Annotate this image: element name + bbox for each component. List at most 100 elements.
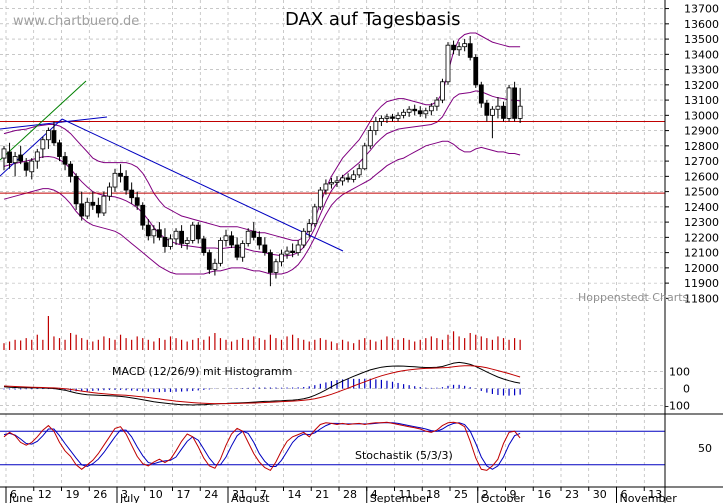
- candle-body: [323, 183, 329, 191]
- bollinger-bands: [3, 32, 521, 275]
- candle-body: [378, 117, 384, 122]
- candle-body: [229, 235, 234, 246]
- x-tick-label: 17: [177, 488, 191, 501]
- candle-body: [218, 240, 223, 264]
- bollinger-upper-line: [3, 32, 521, 241]
- candlesticks: [1, 36, 523, 287]
- x-tick-label: 2: [482, 488, 489, 501]
- candle-body: [301, 230, 307, 246]
- x-tick-label: 24: [204, 488, 218, 501]
- candle-body: [46, 130, 51, 141]
- candle-body: [79, 203, 85, 217]
- candle-body: [428, 105, 434, 112]
- x-tick-label: 23: [565, 488, 579, 501]
- candle-body: [406, 108, 412, 113]
- candle-body: [173, 230, 179, 240]
- x-tick-label: 12: [38, 488, 52, 501]
- candle-body: [51, 130, 57, 144]
- y-tick-label: 11800: [684, 292, 719, 305]
- candle-body: [145, 224, 151, 237]
- candle-body: [273, 261, 279, 273]
- candle-body: [62, 156, 68, 165]
- candle-body: [478, 84, 484, 104]
- candle-body: [367, 130, 373, 147]
- y-tick-label: 11900: [684, 277, 719, 290]
- macd-signal-line: [3, 365, 521, 405]
- x-tick-label: 6: [10, 488, 17, 501]
- candle-body: [506, 87, 512, 119]
- candle-body: [290, 250, 296, 254]
- stochastic-k-line: [3, 421, 521, 472]
- macd-label: MACD (12/26/9) mit Histogramm: [112, 365, 292, 378]
- candle-body: [340, 177, 345, 182]
- candle-body: [284, 250, 290, 255]
- month-label: July: [119, 492, 140, 503]
- candle-body: [356, 168, 362, 176]
- candle-body: [201, 238, 207, 254]
- candle-body: [334, 180, 340, 183]
- bollinger-lower-line: [3, 140, 521, 275]
- candle-body: [95, 204, 101, 214]
- candle-body: [57, 142, 62, 157]
- candle-body: [456, 46, 462, 51]
- x-tick-label: 30: [593, 488, 607, 501]
- candle-body: [489, 108, 495, 116]
- x-tick-label: 4: [371, 488, 378, 501]
- candle-body: [112, 172, 118, 188]
- y-tick-label: 12500: [684, 186, 719, 199]
- candle-body: [295, 244, 301, 254]
- macd-tick-label: 0: [683, 383, 690, 396]
- candle-body: [7, 151, 12, 164]
- y-tick-label: 12900: [684, 125, 719, 138]
- candle-body: [73, 175, 79, 205]
- candle-body: [467, 43, 473, 58]
- candle-body: [373, 121, 379, 131]
- candle-body: [206, 252, 212, 270]
- x-tick-label: 7: [260, 488, 267, 501]
- green-trend-line: [0, 80, 87, 161]
- candle-body: [90, 201, 96, 206]
- candle-body: [484, 102, 490, 116]
- candle-body: [179, 230, 185, 244]
- macd-tick-label: -100: [665, 400, 690, 413]
- x-tick-label: 21: [315, 488, 329, 501]
- candle-body: [384, 116, 390, 119]
- candle-body: [329, 182, 334, 185]
- candle-body: [445, 44, 451, 83]
- candle-body: [262, 244, 268, 254]
- candle-body: [234, 244, 240, 258]
- candle-body: [462, 43, 468, 48]
- candle-body: [1, 148, 7, 159]
- candle-body: [212, 262, 218, 270]
- candle-body: [412, 108, 418, 112]
- candle-body: [129, 189, 135, 199]
- x-tick-label: 11: [399, 488, 413, 501]
- x-tick-label: 14: [288, 488, 302, 501]
- x-tick-label: 18: [426, 488, 440, 501]
- watermark: www.chartbuero.de: [13, 14, 139, 29]
- chart-title: DAX auf Tagesbasis: [285, 9, 461, 30]
- candle-body: [223, 235, 229, 241]
- candle-body: [451, 44, 456, 51]
- x-tick-label: 3: [121, 488, 128, 501]
- candle-body: [279, 253, 284, 263]
- candle-body: [162, 236, 168, 247]
- y-tick-label: 13600: [684, 18, 719, 31]
- y-tick-label: 12300: [684, 216, 719, 229]
- candle-body: [68, 163, 73, 177]
- candle-body: [317, 189, 323, 208]
- candle-body: [12, 156, 18, 164]
- y-tick-label: 12200: [684, 231, 719, 244]
- trend-lines: [0, 80, 344, 252]
- candle-body: [168, 238, 173, 247]
- candle-body: [417, 110, 423, 115]
- candle-body: [390, 116, 395, 119]
- x-tick-label: 26: [93, 488, 107, 501]
- candle-body: [473, 56, 479, 86]
- candle-body: [245, 230, 251, 244]
- candle-body: [84, 201, 90, 217]
- macd-line: [3, 361, 521, 406]
- candle-body: [345, 177, 351, 180]
- candle-body: [440, 81, 445, 101]
